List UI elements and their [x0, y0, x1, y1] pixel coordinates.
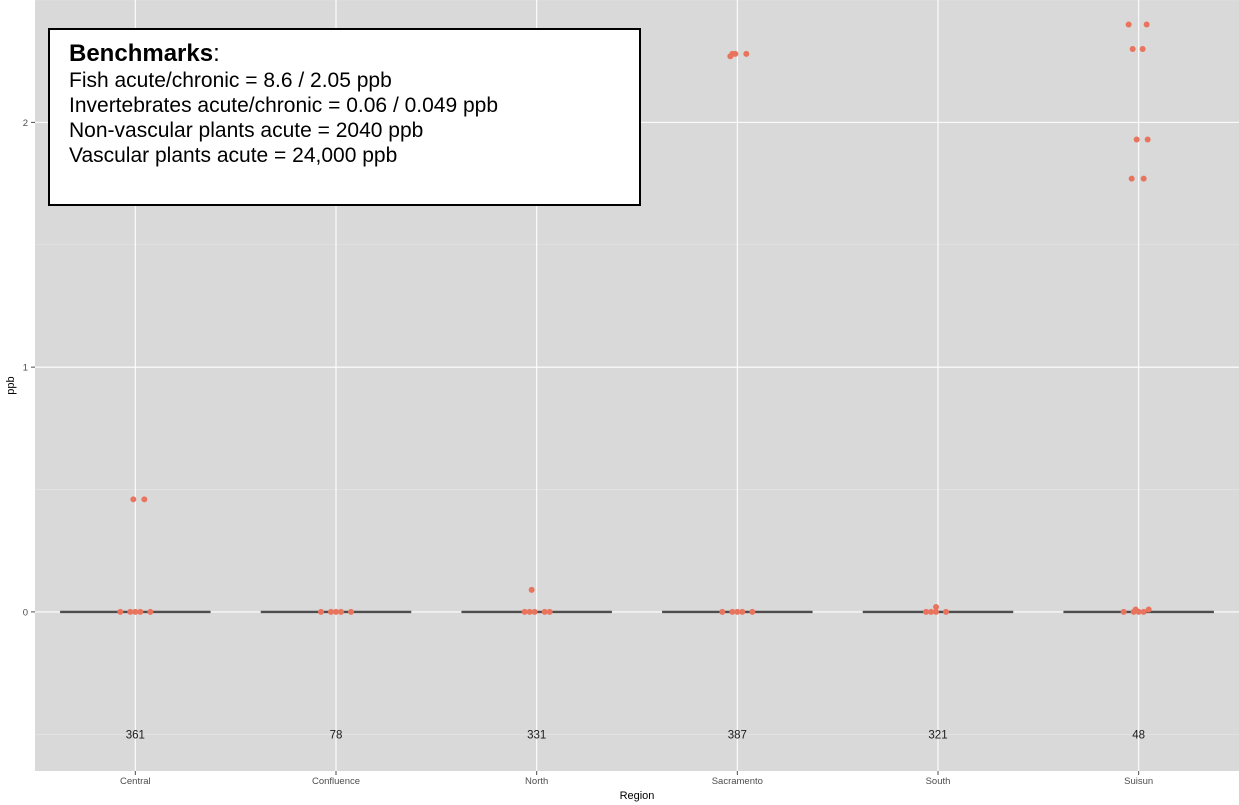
count-label: 78 — [330, 729, 343, 741]
data-point — [729, 608, 736, 615]
data-point — [1145, 606, 1152, 613]
x-tick-label: Confluence — [312, 776, 360, 787]
data-point — [1133, 136, 1140, 143]
count-label: 321 — [928, 729, 947, 741]
data-point — [1125, 21, 1132, 28]
data-point — [734, 608, 741, 615]
data-point — [1129, 45, 1136, 52]
data-point — [928, 608, 934, 615]
data-point — [1120, 608, 1127, 615]
data-point — [526, 608, 533, 615]
data-point — [137, 608, 144, 615]
benchmark-line-invertebrates: Invertebrates acute/chronic = 0.06 / 0.0… — [69, 94, 499, 117]
data-point — [333, 608, 339, 615]
data-point — [749, 608, 756, 615]
data-point — [743, 50, 750, 57]
data-point — [528, 586, 535, 593]
x-tick-label: Suisun — [1124, 776, 1153, 787]
x-tick-label: South — [926, 776, 951, 787]
count-labels: 361 78 331 387 321 48 — [126, 729, 1145, 741]
benchmarks-title-colon: : — [213, 40, 220, 67]
benchmarks-annotation: Benchmarks: Fish acute/chronic = 8.6 / 2… — [48, 28, 641, 206]
y-tick-label: 0 — [23, 607, 28, 618]
data-point — [541, 608, 548, 615]
data-point — [132, 608, 139, 615]
benchmarks-title: Benchmarks: — [69, 40, 639, 68]
data-point — [117, 608, 124, 615]
count-label: 48 — [1132, 729, 1145, 741]
data-point — [1130, 608, 1137, 615]
count-label: 361 — [126, 729, 145, 741]
data-point — [719, 608, 726, 615]
data-point — [130, 496, 137, 503]
data-point — [546, 608, 553, 615]
benchmark-line-fish: Fish acute/chronic = 8.6 / 2.05 ppb — [69, 69, 392, 92]
data-point — [1139, 45, 1146, 52]
count-label: 387 — [728, 729, 747, 741]
y-tick-label: 1 — [23, 363, 28, 374]
data-point — [1143, 21, 1150, 28]
data-point — [1135, 608, 1142, 615]
data-point — [1144, 136, 1151, 143]
data-point — [328, 608, 334, 615]
data-point — [729, 50, 736, 57]
benchmarks-title-bold: Benchmarks — [69, 40, 214, 67]
data-point — [933, 608, 939, 615]
data-point — [1140, 175, 1147, 182]
count-label: 331 — [527, 729, 546, 741]
data-point — [348, 608, 354, 615]
data-point — [1140, 608, 1147, 615]
x-axis-title: Region — [620, 790, 655, 802]
data-point — [923, 608, 929, 615]
data-point — [933, 604, 939, 611]
benchmark-line-vascular-plants: Vascular plants acute = 24,000 ppb — [69, 144, 398, 167]
axes: 0 1 2 Central Confluence North Sacramento South… — [23, 118, 1153, 787]
data-point — [127, 608, 134, 615]
x-tick-label: Sacramento — [712, 776, 763, 787]
y-tick-label: 2 — [23, 118, 28, 129]
data-point — [521, 608, 528, 615]
x-tick-label: Central — [120, 776, 151, 787]
data-point — [338, 608, 344, 615]
data-point — [318, 608, 324, 615]
y-axis-title: ppb — [5, 376, 17, 394]
x-tick-label: North — [525, 776, 548, 787]
data-point — [531, 608, 538, 615]
benchmark-line-non-vascular-plants: Non-vascular plants acute = 2040 ppb — [69, 119, 424, 142]
data-points — [117, 21, 1152, 615]
data-point — [943, 608, 949, 615]
data-point — [147, 608, 154, 615]
data-point — [739, 608, 746, 615]
data-point — [141, 496, 148, 503]
data-point — [1128, 175, 1135, 182]
